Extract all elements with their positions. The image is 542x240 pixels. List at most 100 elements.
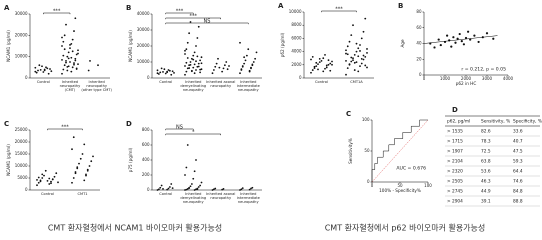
caption: CMT 환자혈청에서 NCAM1 바이오마커 활용가능성 [48,223,222,233]
data-point [186,187,189,190]
significance-label: NS [204,19,211,25]
table-cell: > 2505 [447,179,463,185]
data-point [248,188,251,191]
data-point [62,40,65,43]
data-point [355,61,358,64]
data-point [193,189,196,191]
data-point [189,185,192,188]
data-point [359,65,361,68]
table-cell: 78.3 [481,139,491,145]
data-point [222,67,225,70]
data-point [43,69,46,72]
y-tick-label: 20000 [137,43,150,48]
x-tick-label: Control [159,80,173,84]
data-point [74,57,77,60]
data-point [65,61,67,64]
data-point [74,17,77,20]
data-point [366,48,368,50]
y-tick-label: 25000 [15,127,28,132]
x-tick-label: 3000 [482,76,493,81]
y-axis-label: NCAM1 (pg/ml) [6,30,11,62]
data-point [211,72,214,75]
trend-line [423,35,498,44]
data-point [162,71,164,73]
x-tick-label: Inherited intermediate neuropathy [236,192,260,205]
significance-label: *** [176,9,184,15]
data-point [185,70,188,73]
data-point [173,71,175,74]
data-point [157,73,160,75]
panel-letter: B [126,4,131,12]
data-point [61,45,63,47]
y-tick-label: 10000 [137,59,150,64]
data-point [71,66,74,69]
data-point [189,63,192,66]
data-point [350,56,353,59]
table-cell: > 1907 [447,149,463,155]
data-point [61,58,63,61]
table-cell: > 1715 [447,139,463,145]
data-point [200,62,203,65]
data-point [221,70,224,73]
x-tick-label: 1000 [440,76,451,81]
data-point [88,165,91,167]
data-point [163,68,166,71]
data-point [67,51,70,54]
data-point [239,189,241,191]
x-tick-label-box: Control [41,192,54,196]
x-tick-label-box: Control [159,80,173,84]
panel-letter: D [126,120,132,128]
table-cell: 53.6 [481,169,491,175]
data-point [185,61,188,64]
significance-label: NS [176,125,183,131]
annotation: r = 0.212, p = 0.05 [461,67,506,73]
data-point [71,181,73,184]
data-point [70,42,73,45]
data-point [48,177,51,180]
data-point [196,55,199,58]
data-point [49,68,51,70]
data-point [250,187,252,190]
y-tick-label: 0 [147,187,150,192]
data-point [331,60,333,63]
data-point [35,71,38,74]
data-point [199,59,202,62]
data-point [195,60,197,63]
y-tick-label: 80 [416,9,422,14]
y-axis-label: NCAM1 (pg/ml) [6,144,11,176]
data-point [61,36,63,39]
data-point [195,69,197,71]
data-point [193,51,196,54]
data-point [352,59,354,62]
data-point [61,72,63,75]
data-point [75,68,78,70]
x-tick-label-box: Inherited neuropathy (CMT) [60,80,81,92]
data-point [225,61,228,63]
table-cell: > 2104 [447,159,463,165]
data-point [353,69,356,71]
data-point [239,41,241,44]
data-point [51,178,54,181]
data-point [160,184,163,187]
x-tick-label: 50 [397,183,403,188]
data-point [166,188,169,191]
data-point [437,38,440,41]
data-point [359,44,361,46]
data-point [50,180,52,183]
data-point [456,37,459,40]
x-tick-label-box: Inherited axonal neuropathy [206,80,235,88]
data-point [362,58,365,61]
data-point [450,45,453,48]
data-point [364,64,367,67]
data-point [184,189,186,191]
y-tick-label: 40000 [137,11,150,16]
data-point [62,54,65,57]
data-point [34,70,37,73]
x-tick-label: Control [36,80,50,84]
data-point [37,69,39,72]
roc-curve [371,119,428,182]
data-point [197,186,200,188]
data-point [67,65,70,68]
data-point [357,55,360,58]
data-point [46,67,49,70]
